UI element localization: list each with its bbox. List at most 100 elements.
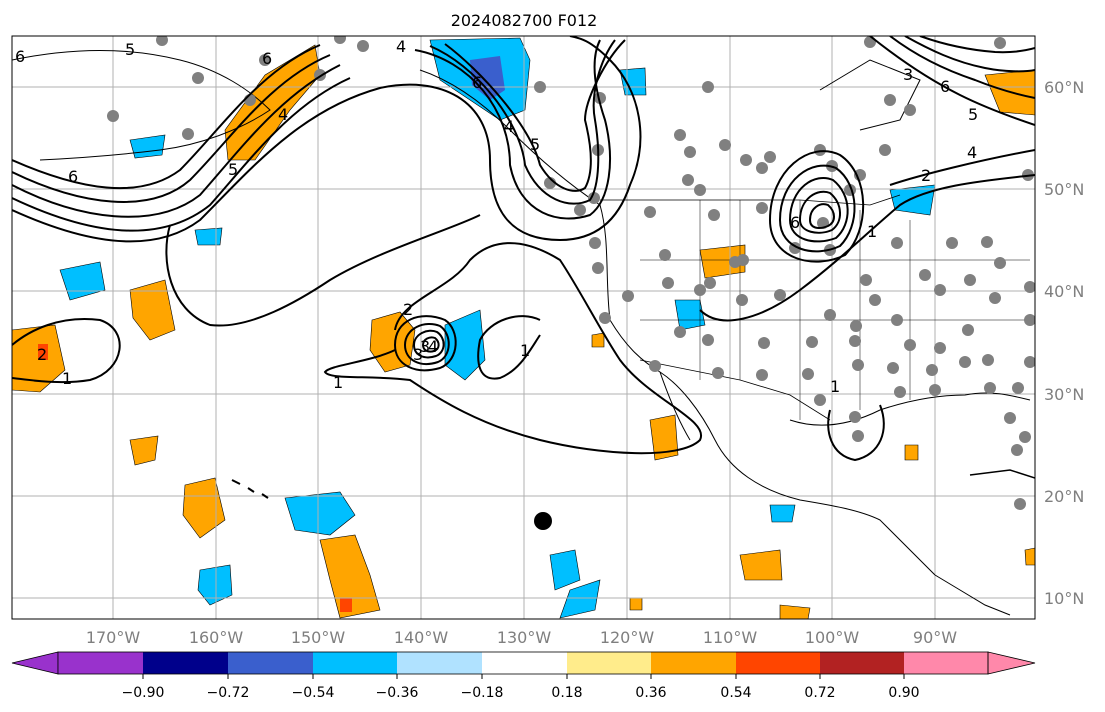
lon-label: 120°W [600, 628, 655, 647]
positive-anomaly [591, 332, 605, 348]
positive-anomaly [129, 279, 176, 341]
negative-anomaly [284, 491, 356, 536]
colorbar-segment [820, 652, 904, 674]
central-america [934, 574, 1011, 616]
height-contours [12, 36, 1035, 462]
map-frame [11, 35, 1036, 620]
lon-label: 90°W [913, 628, 957, 647]
positive-anomaly [904, 444, 919, 461]
contour-central-trough [699, 174, 1035, 322]
contour-central-low [808, 203, 835, 229]
colorbar-tick-label: 0.90 [888, 685, 919, 701]
contour-label: 5 [968, 105, 978, 124]
positive-anomaly [739, 549, 783, 581]
contour-label: 4 [504, 117, 514, 136]
contour-label: 3 [903, 65, 913, 84]
positive-anomaly [649, 414, 679, 461]
lat-label: 40°N [1044, 282, 1084, 301]
contour-northeast [919, 36, 1035, 54]
colorbar: −0.90 −0.72 −0.54 −0.36 −0.18 0.18 0.36 … [11, 651, 1036, 701]
station-markers [107, 36, 1035, 510]
contour-southwest-trough [477, 315, 541, 380]
lon-label: 140°W [394, 628, 449, 647]
contour-label: 1 [62, 369, 72, 388]
colorbar-tick-label: 0.18 [551, 685, 582, 701]
lat-label: 60°N [1044, 78, 1084, 97]
strong-negative-core [470, 56, 505, 100]
contour-central-low [768, 150, 865, 263]
contour-pacific-low [412, 329, 445, 359]
graticule [12, 36, 1035, 619]
contour-pacific-low [403, 323, 450, 365]
contour-label: 1 [830, 377, 840, 396]
negative-anomaly [197, 564, 233, 606]
contour-northeast [889, 36, 1035, 99]
positive-anomaly [129, 435, 159, 466]
negative-anomaly [549, 549, 581, 591]
lon-label: 130°W [497, 628, 552, 647]
colorbar-tick-label: −0.36 [376, 685, 419, 701]
contour-label: 6 [262, 49, 272, 68]
lat-label: 30°N [1044, 385, 1084, 404]
longitude-labels: 170°W 160°W 150°W 140°W 130°W 120°W 110°… [86, 628, 957, 647]
contour-alaska-ridge [12, 64, 341, 218]
colorbar-segment [482, 652, 567, 674]
lon-label: 150°W [291, 628, 346, 647]
negative-anomaly [619, 67, 647, 96]
contour-central-low [798, 190, 841, 234]
contour-central-low [778, 164, 856, 253]
lat-label: 20°N [1044, 487, 1084, 506]
contour-label: 6 [68, 167, 78, 186]
negative-anomaly [769, 504, 796, 523]
negative-anomaly [674, 299, 706, 331]
colorbar-tick-label: −0.18 [461, 685, 504, 701]
contour-label: 4 [396, 37, 406, 56]
contour-label: 3 [413, 345, 423, 364]
contour-label: 2 [403, 300, 413, 319]
positive-anomaly [629, 597, 643, 611]
contour-alaska-ridge [12, 77, 351, 232]
highlight-marker [534, 512, 552, 530]
contour-east-pacific [12, 318, 121, 384]
colorbar-segment [58, 652, 143, 674]
colorbar-min-extend [11, 651, 59, 675]
shaded-anomalies [12, 37, 1035, 619]
contour-label: 6 [790, 213, 800, 232]
map-panel: 6 5 6 5 4 6 4 5 6 4 2 3 1 2 3 4 1 1 1 1 … [12, 36, 1035, 619]
gulf-coast [789, 392, 1031, 426]
contour-northeast [904, 36, 1035, 73]
positive-anomaly [1024, 547, 1035, 566]
contour-label: 4 [428, 337, 438, 356]
positive-anomaly-core [340, 598, 352, 612]
cuba [969, 469, 1035, 479]
contour-pacific-broad [165, 214, 481, 327]
contour-label: 1 [867, 222, 877, 241]
positive-anomaly [319, 534, 381, 619]
hudson-bay [819, 59, 921, 131]
colorbar-tick-label: 0.72 [804, 685, 835, 701]
colorbar-tick-label: 0.54 [720, 685, 751, 701]
colorbar-segment [904, 652, 988, 674]
positive-anomaly [182, 477, 226, 539]
contour-label: 4 [278, 105, 288, 124]
contour-label: 4 [967, 143, 977, 162]
colorbar-segment [313, 652, 397, 674]
contour-label: 2 [37, 345, 47, 364]
latitude-labels: 10°N 20°N 30°N 40°N 50°N 60°N [1044, 78, 1084, 608]
colorbar-tick-label: −0.54 [292, 685, 335, 701]
lat-label: 10°N [1044, 589, 1084, 608]
negative-anomaly [889, 184, 936, 216]
contour-label: 3 [420, 337, 430, 356]
contour-pacific-low [393, 315, 457, 372]
lat-label: 50°N [1044, 180, 1084, 199]
colorbar-tick-label: −0.90 [122, 685, 165, 701]
hawaii [231, 479, 269, 499]
north-america-west-coast [419, 69, 936, 576]
contour-central-low [788, 177, 849, 243]
contour-northeast-broad [889, 149, 1035, 186]
colorbar-segment [143, 652, 228, 674]
colorbar-tick-label: 0.36 [635, 685, 666, 701]
colorbar-tick-label: −0.72 [207, 685, 250, 701]
colorbar-max-extend [987, 651, 1036, 675]
